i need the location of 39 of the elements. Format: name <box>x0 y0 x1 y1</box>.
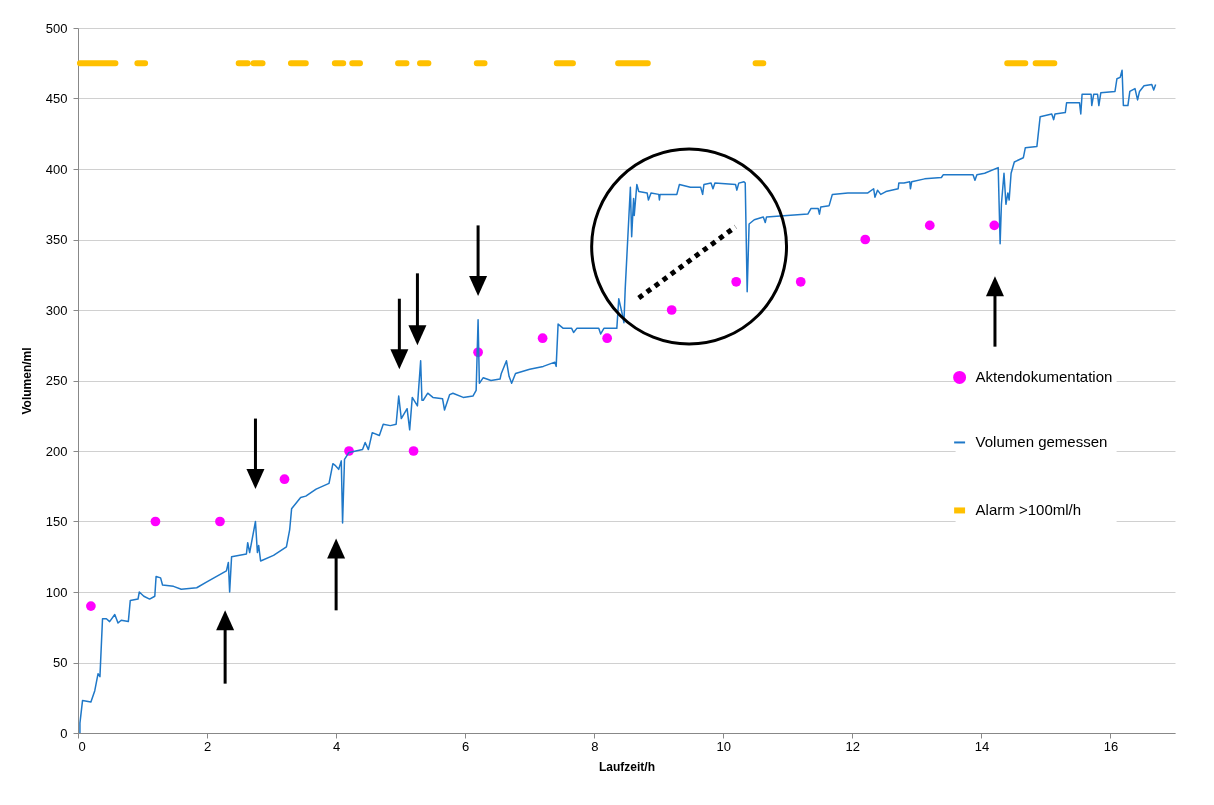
point <box>731 276 742 287</box>
x-tick-label: 0 <box>78 738 86 754</box>
x-tick-label: 10 <box>716 738 732 754</box>
point <box>537 333 548 344</box>
y-tick-label: 200 <box>45 443 68 459</box>
point <box>215 516 225 527</box>
x-tick-label: 12 <box>845 738 861 754</box>
y-tick-label: 100 <box>45 584 68 600</box>
legend-label: Volumen gemessen <box>975 433 1108 451</box>
point <box>924 220 935 231</box>
y-tick-label: 150 <box>45 514 68 529</box>
y-tick-label: 50 <box>53 655 68 670</box>
line-series <box>79 69 1157 734</box>
point <box>666 305 677 315</box>
point <box>860 234 871 245</box>
legend-label: Alarm >100ml/h <box>975 501 1082 519</box>
point <box>408 446 419 456</box>
y-tick-label: 0 <box>60 725 68 741</box>
point <box>989 220 1000 231</box>
point <box>795 276 806 287</box>
x-tick-label: 16 <box>1103 738 1119 754</box>
x-tick-label: 4 <box>333 738 341 754</box>
y-tick-label: 450 <box>45 91 68 106</box>
point <box>150 516 161 527</box>
y-tick-label: 500 <box>45 20 68 36</box>
point <box>602 333 613 344</box>
x-tick-label: 2 <box>203 738 212 754</box>
y-tick-label: 400 <box>45 161 68 177</box>
y-tick-label: 300 <box>45 302 68 318</box>
x-tick-label: 14 <box>974 738 990 754</box>
legend-label: Aktendokumentation <box>975 368 1113 386</box>
point <box>86 601 96 611</box>
x-tick-label: 8 <box>591 738 599 754</box>
y-tick-label: 350 <box>45 232 68 247</box>
x-axis-title: Laufzeit/h <box>599 759 655 774</box>
x-tick-label: 6 <box>462 738 470 754</box>
y-axis-title: Volumen/ml <box>19 347 34 415</box>
y-tick-label: 250 <box>45 373 68 388</box>
point <box>279 474 290 485</box>
